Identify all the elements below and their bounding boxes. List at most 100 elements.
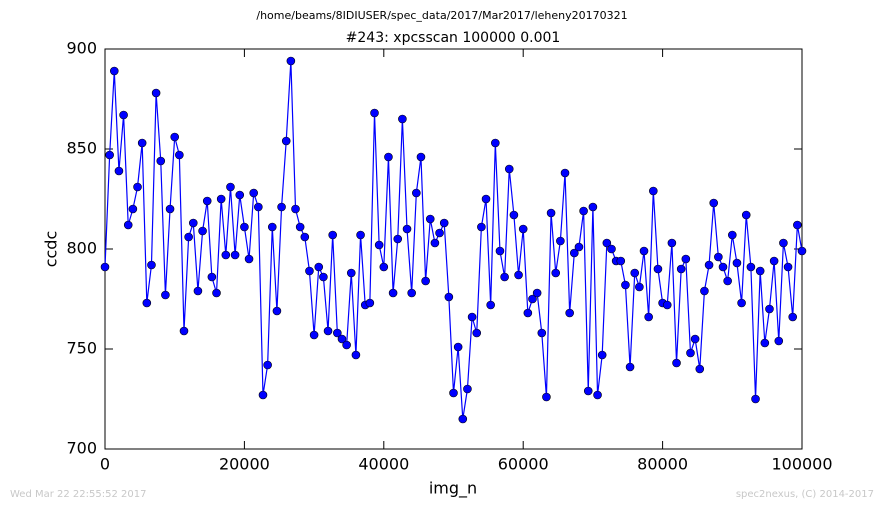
data-point xyxy=(686,348,695,358)
data-point xyxy=(272,306,282,316)
data-point xyxy=(230,250,240,260)
data-point xyxy=(114,166,124,176)
data-point xyxy=(323,326,333,336)
chart-title: #243: xpcsscan 100000 0.001 xyxy=(346,30,561,46)
data-point xyxy=(128,204,138,214)
data-point xyxy=(374,240,384,250)
footer-left: Wed Mar 22 22:55:52 2017 xyxy=(10,489,146,500)
data-point xyxy=(240,222,249,232)
data-point xyxy=(109,66,119,76)
data-point xyxy=(690,334,700,344)
data-point xyxy=(221,250,231,260)
data-point xyxy=(472,328,482,338)
data-point xyxy=(528,294,537,304)
data-point xyxy=(565,308,574,318)
data-point xyxy=(449,388,458,398)
data-point xyxy=(518,224,528,234)
data-point xyxy=(760,338,770,348)
data-point xyxy=(495,246,505,256)
data-point xyxy=(244,254,254,264)
data-point xyxy=(100,262,110,272)
data-point xyxy=(161,290,170,300)
data-line xyxy=(104,60,803,420)
data-point xyxy=(644,312,653,322)
data-point xyxy=(430,238,440,248)
data-point xyxy=(779,238,788,248)
data-point xyxy=(300,232,310,242)
data-point xyxy=(514,270,523,280)
data-point xyxy=(653,264,663,274)
data-point xyxy=(133,182,142,192)
suptitle: /home/beams/8IDIUSER/spec_data/2017/Mar2… xyxy=(256,9,627,22)
y-tick-label: 900 xyxy=(66,39,97,58)
data-point xyxy=(398,114,407,124)
data-point xyxy=(551,268,561,278)
data-point xyxy=(537,328,547,338)
data-point xyxy=(500,272,509,282)
data-point xyxy=(328,230,337,240)
data-point xyxy=(774,336,784,346)
data-point xyxy=(727,230,737,240)
x-tick-label: 0 xyxy=(100,455,110,474)
data-point xyxy=(314,262,324,272)
y-axis-label: ccdc xyxy=(42,231,61,268)
data-point xyxy=(593,390,602,400)
data-point xyxy=(602,238,612,248)
data-point xyxy=(700,286,709,296)
data-point xyxy=(295,222,305,232)
data-point xyxy=(751,394,760,404)
data-point xyxy=(588,202,598,212)
data-point xyxy=(616,256,626,266)
y-tick-label: 850 xyxy=(66,139,97,158)
data-point xyxy=(662,300,672,310)
data-point xyxy=(193,286,203,296)
data-point xyxy=(639,246,649,256)
data-point xyxy=(342,340,351,350)
data-point xyxy=(704,260,714,270)
data-point xyxy=(463,384,472,394)
footer-right: spec2nexus, (C) 2014-2017 xyxy=(736,489,874,500)
data-point xyxy=(630,268,640,278)
data-point xyxy=(570,248,579,258)
data-point xyxy=(439,218,449,228)
data-point xyxy=(179,326,189,336)
data-point xyxy=(560,168,570,178)
data-point xyxy=(746,262,756,272)
y-tick-label: 800 xyxy=(66,239,97,258)
data-point xyxy=(319,272,328,282)
x-tick-label: 20000 xyxy=(219,455,270,474)
data-point xyxy=(676,264,686,274)
data-point xyxy=(370,108,379,118)
data-point xyxy=(621,280,630,290)
data-point xyxy=(635,282,644,292)
data-point xyxy=(509,210,519,220)
y-tick-label: 750 xyxy=(66,339,97,358)
data-point xyxy=(235,190,245,200)
data-point xyxy=(458,414,468,424)
data-point xyxy=(147,260,156,270)
data-point xyxy=(267,222,277,232)
x-tick-label: 100000 xyxy=(771,455,832,474)
data-point xyxy=(732,258,742,268)
data-point xyxy=(170,132,179,142)
data-point xyxy=(797,246,807,256)
y-tick-label: 700 xyxy=(66,439,97,458)
data-point xyxy=(277,202,286,212)
data-point xyxy=(212,288,221,298)
data-point xyxy=(491,138,500,148)
data-point xyxy=(388,288,398,298)
data-point xyxy=(765,304,774,314)
x-tick-label: 60000 xyxy=(498,455,549,474)
data-point xyxy=(723,276,732,286)
data-point xyxy=(123,220,133,230)
data-point xyxy=(165,204,175,214)
data-point xyxy=(597,350,607,360)
data-point xyxy=(281,136,291,146)
data-point xyxy=(309,330,319,340)
data-point xyxy=(444,292,454,302)
data-point xyxy=(579,206,588,216)
x-tick-label: 80000 xyxy=(637,455,688,474)
data-point xyxy=(337,334,347,344)
data-point xyxy=(625,362,635,372)
